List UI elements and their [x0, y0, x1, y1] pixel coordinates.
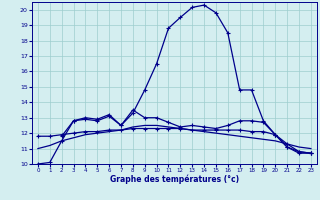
X-axis label: Graphe des températures (°c): Graphe des températures (°c) — [110, 175, 239, 184]
